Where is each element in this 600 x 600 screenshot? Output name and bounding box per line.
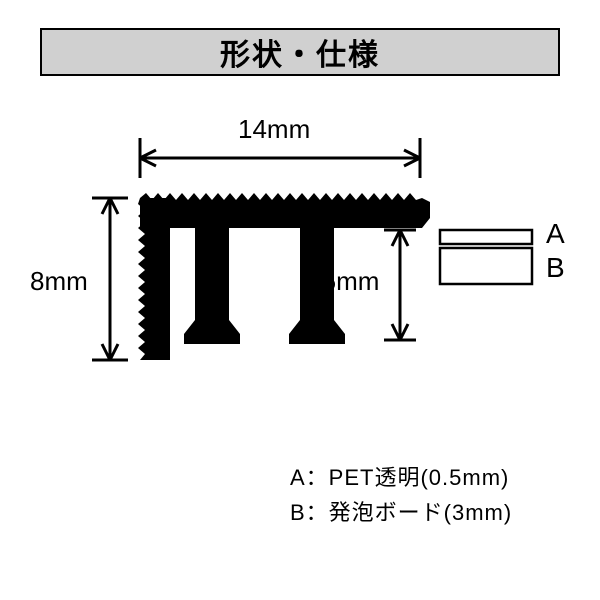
insert-layers — [440, 230, 532, 284]
legend-line-A: A：PET透明(0.5mm) — [290, 460, 512, 495]
label-B: B — [546, 252, 565, 284]
dim-left-label: 8mm — [30, 266, 88, 297]
insert-A — [440, 230, 532, 244]
dim-top-label: 14mm — [238, 114, 310, 145]
dim-gap-label: 5.5mm — [300, 266, 379, 297]
legend: A：PET透明(0.5mm) B：発泡ボード(3mm) — [290, 460, 512, 530]
insert-B — [440, 248, 532, 284]
profile-shape — [138, 193, 430, 360]
dim-gap — [384, 230, 416, 340]
dim-left — [92, 198, 128, 360]
diagram-area: 14mm 8mm 5.5mm A B — [0, 110, 600, 440]
title-bar: 形状・仕様 — [40, 28, 560, 76]
title-text: 形状・仕様 — [220, 30, 380, 74]
legend-line-B: B：発泡ボード(3mm) — [290, 495, 512, 530]
label-A: A — [546, 218, 565, 250]
